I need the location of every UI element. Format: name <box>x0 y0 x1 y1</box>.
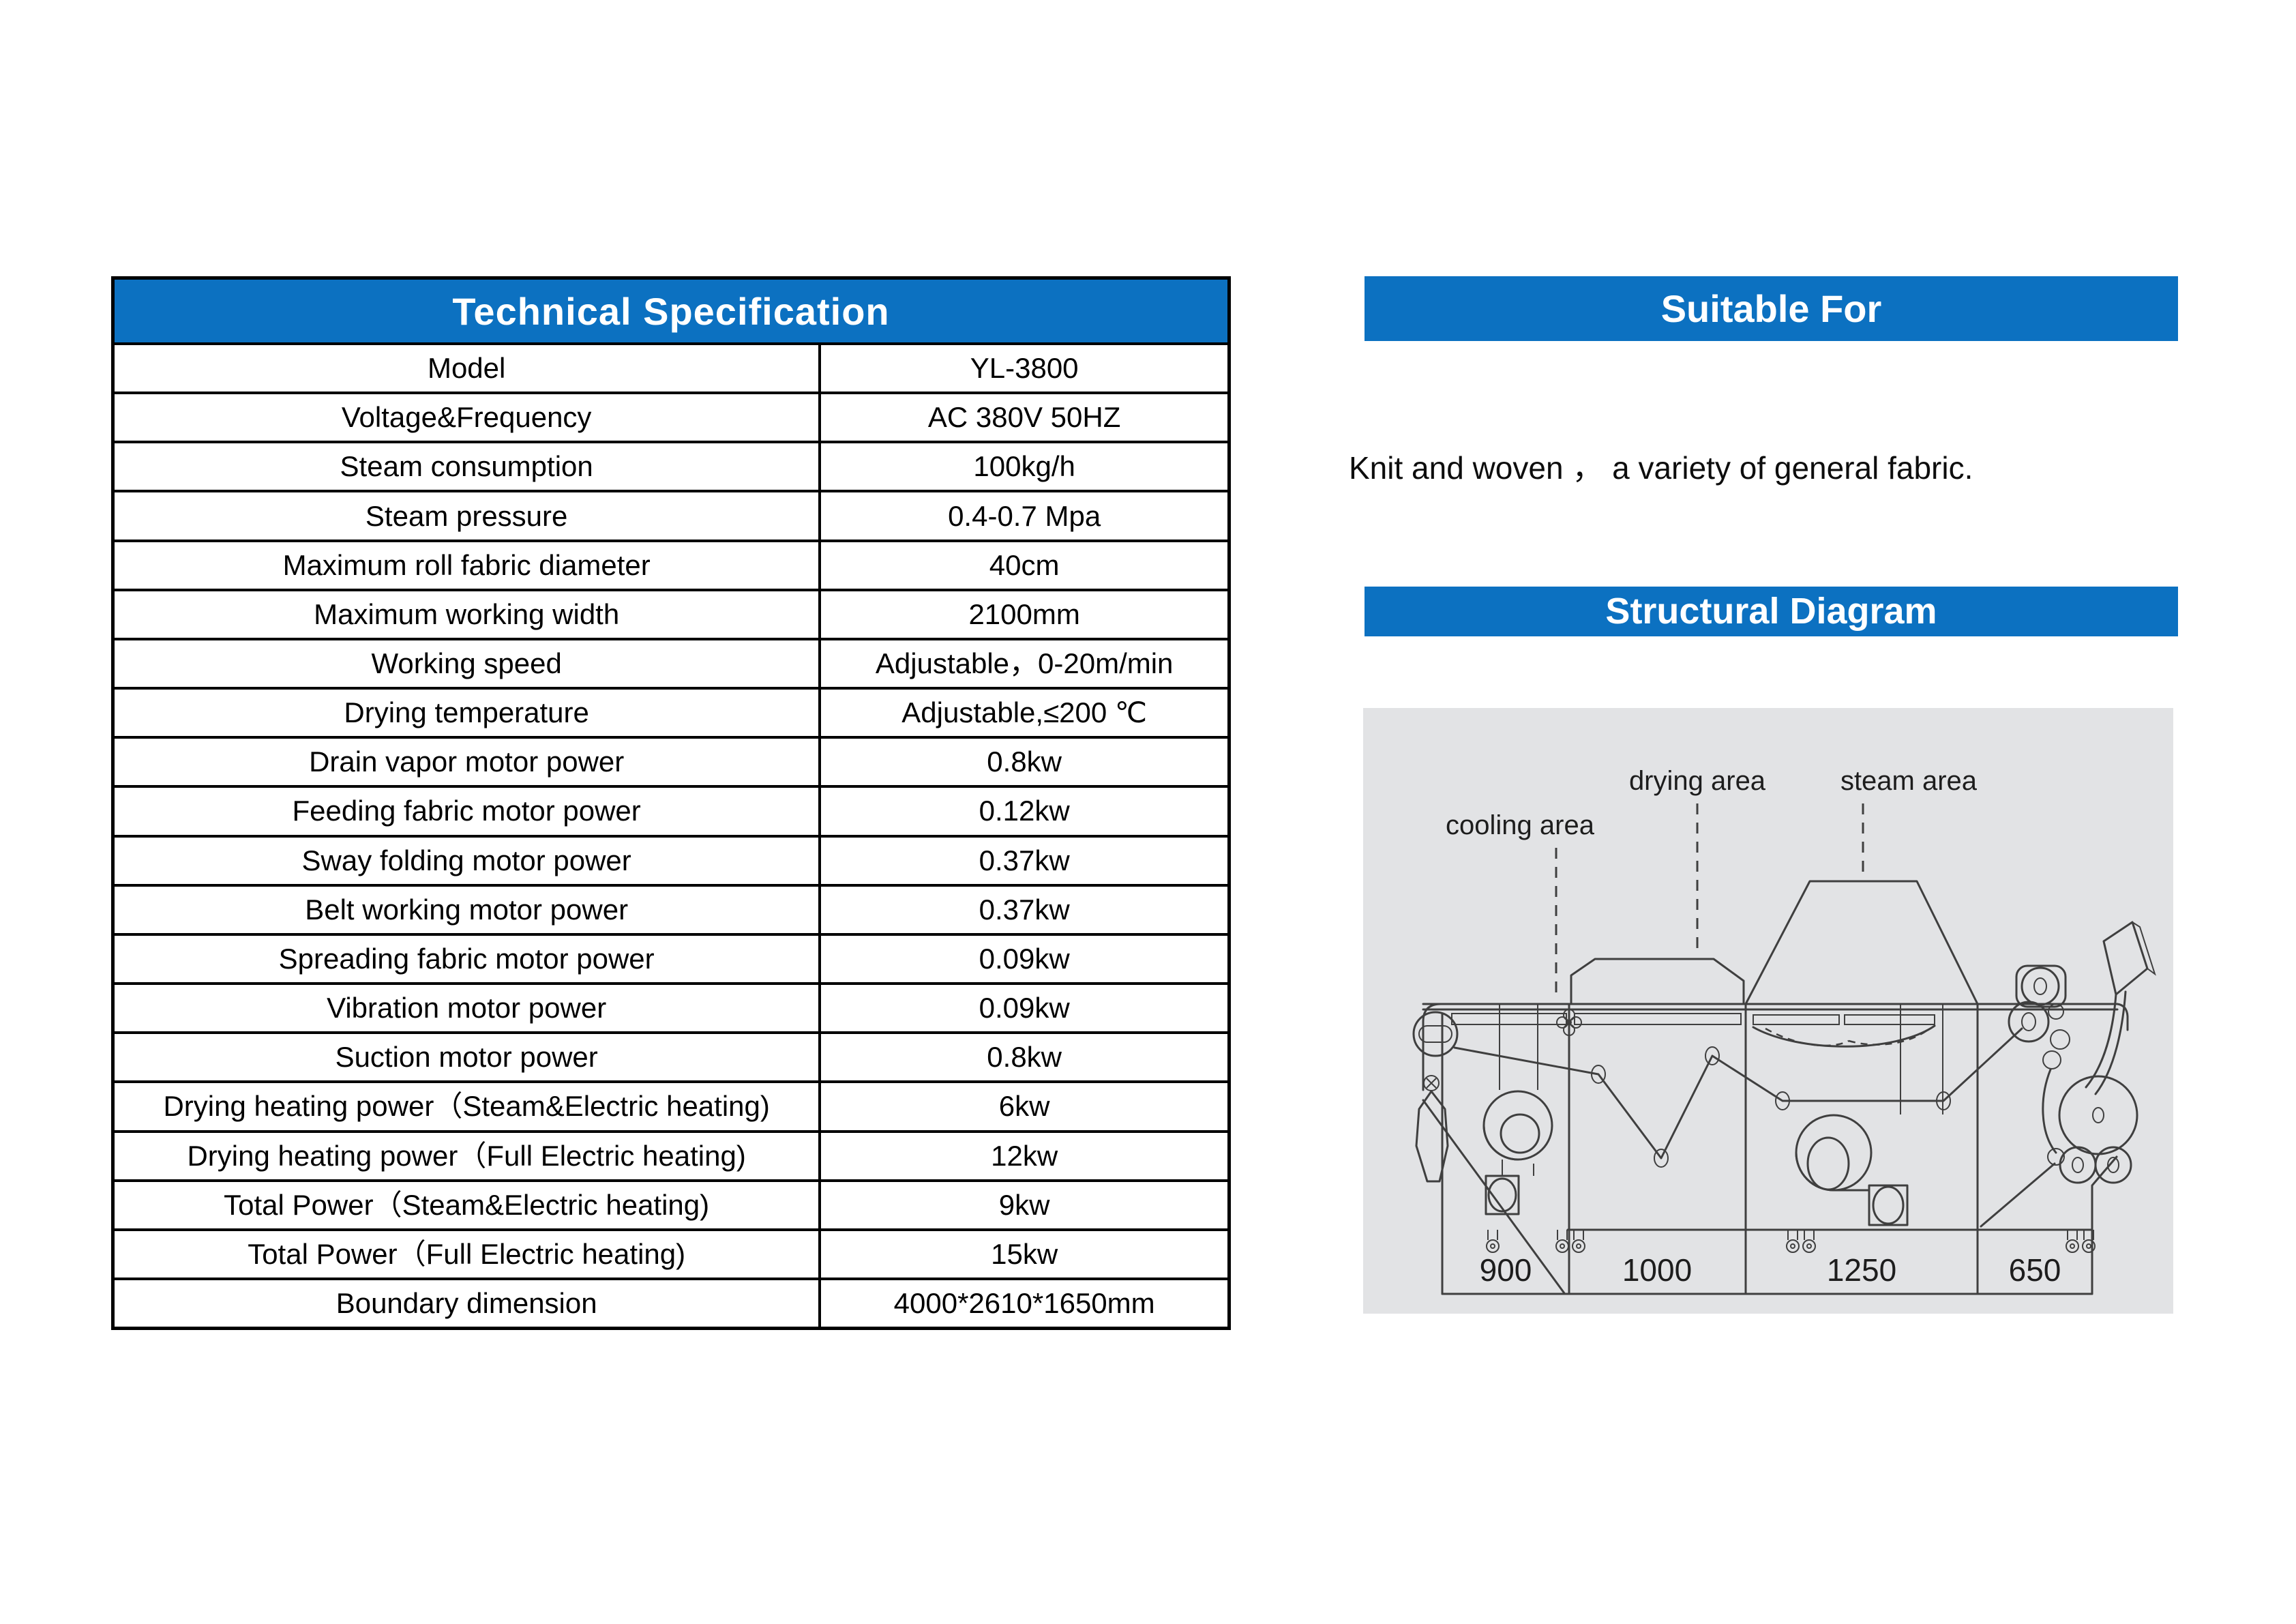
spec-label: Drying temperature <box>115 690 822 737</box>
spec-value: 0.4-0.7 Mpa <box>948 499 1101 532</box>
hopper-funnel <box>1415 1075 1449 1183</box>
steam-hood <box>1744 880 1979 1005</box>
suitable-for-text: Knit and woven ， a variety of general fa… <box>1349 450 1973 486</box>
dimension-label-1000: 1000 <box>1622 1252 1692 1288</box>
table-row: Drying heating power（Full Electric heati… <box>115 1130 1227 1179</box>
table-row: Boundary dimension 4000*2610*1650mm <box>115 1277 1227 1327</box>
table-row: Drying temperature Adjustable,≤200 ℃ <box>115 687 1227 737</box>
drying-hood <box>1570 958 1745 1005</box>
table-row: Working speed Adjustable，0-20m/min <box>115 637 1227 688</box>
table-row: Total Power（Steam&Electric heating) 9kw <box>115 1179 1227 1228</box>
spec-label: Drying heating power（Full Electric heati… <box>115 1132 822 1179</box>
control-panel-arm <box>2085 921 2156 1095</box>
structural-diagram-panel: cooling area drying area steam area <box>1363 708 2173 1314</box>
machine-diagram: cooling area drying area steam area <box>1412 766 2156 1295</box>
spec-value: 4000*2610*1650mm <box>893 1287 1155 1319</box>
table-row: Drying heating power（Steam&Electric heat… <box>115 1080 1227 1130</box>
spec-value: Adjustable,≤200 ℃ <box>901 696 1148 729</box>
steam-fabric-folds <box>1765 1027 1928 1047</box>
table-row: Maximum roll fabric diameter 40cm <box>115 539 1227 589</box>
spec-value: 2100mm <box>968 597 1080 630</box>
dimension-label-650: 650 <box>2009 1252 2061 1288</box>
fabric-belt-path <box>1453 1027 2023 1160</box>
spec-value: 0.09kw <box>979 992 1070 1024</box>
spec-label: Sway folding motor power <box>115 837 822 884</box>
spec-value: AC 380V 50HZ <box>927 401 1121 434</box>
spec-label: Maximum roll fabric diameter <box>115 542 822 589</box>
steam-area-label: steam area <box>1840 766 1978 796</box>
table-row: Model YL-3800 <box>115 342 1227 392</box>
steam-blower <box>1795 1004 1943 1226</box>
spec-label: Total Power（Full Electric heating) <box>115 1230 822 1278</box>
drying-area-label: drying area <box>1629 766 1766 796</box>
body-top-corner <box>2116 1003 2129 1031</box>
spec-label: Maximum working width <box>115 591 822 638</box>
spec-value: 40cm <box>989 548 1060 581</box>
body-left-edge <box>1422 1003 1442 1091</box>
spec-value: 15kw <box>991 1237 1058 1270</box>
technical-specification-table: Technical Specification Model YL-3800 Vo… <box>111 276 1231 1330</box>
table-row: Maximum working width 2100mm <box>115 588 1227 638</box>
spec-label: Belt working motor power <box>115 886 822 933</box>
spec-label: Boundary dimension <box>115 1280 822 1327</box>
spec-value: 0.37kw <box>979 844 1070 876</box>
table-row: Steam pressure 0.4-0.7 Mpa <box>115 490 1227 540</box>
spec-value: YL-3800 <box>970 352 1079 385</box>
spec-label: Vibration motor power <box>115 985 822 1032</box>
spec-table-title: Technical Specification <box>115 280 1227 342</box>
spec-value: 12kw <box>991 1139 1058 1172</box>
table-row: Voltage&Frequency AC 380V 50HZ <box>115 392 1227 441</box>
feed-roller <box>1412 1011 1459 1057</box>
table-row: Feeding fabric motor power 0.12kw <box>115 785 1227 835</box>
plaiting-drum <box>1980 1068 2138 1228</box>
table-row: Belt working motor power 0.37kw <box>115 883 1227 933</box>
spec-label: Voltage&Frequency <box>115 394 822 441</box>
spec-value: Adjustable，0-20m/min <box>875 647 1174 679</box>
structural-diagram-header: Structural Diagram <box>1365 587 2178 636</box>
table-row: Total Power（Full Electric heating) 15kw <box>115 1228 1227 1278</box>
section-dividers <box>1568 1003 1979 1231</box>
spec-value: 6kw <box>998 1090 1050 1123</box>
table-row: Vibration motor power 0.09kw <box>115 982 1227 1032</box>
suitable-for-header: Suitable For <box>1365 276 2178 341</box>
spec-label: Drying heating power（Steam&Electric heat… <box>115 1083 822 1130</box>
spec-value: 100kg/h <box>973 450 1075 483</box>
spec-label: Steam consumption <box>115 443 822 490</box>
exit-roller-stack <box>2008 964 2070 1069</box>
dimension-label-1250: 1250 <box>1827 1252 1896 1288</box>
machine-feet <box>1486 1230 2096 1253</box>
spec-label: Model <box>115 345 822 392</box>
table-row: Sway folding motor power 0.37kw <box>115 834 1227 884</box>
spec-value: 0.37kw <box>979 893 1070 926</box>
spec-label: Suction motor power <box>115 1034 822 1081</box>
spec-label: Working speed <box>115 640 822 688</box>
valve-flower <box>1556 1009 1582 1036</box>
spec-label: Total Power（Steam&Electric heating) <box>115 1181 822 1228</box>
belt-rollers <box>1591 1046 1951 1168</box>
spec-value: 0.8kw <box>987 1041 1062 1074</box>
spec-value: 0.12kw <box>979 795 1070 827</box>
table-row: Drain vapor motor power 0.8kw <box>115 736 1227 786</box>
cooling-area-label: cooling area <box>1446 810 1595 840</box>
dimension-frame-verticals <box>1441 1012 2093 1295</box>
spec-label: Drain vapor motor power <box>115 739 822 786</box>
table-row: Spreading fabric motor power 0.09kw <box>115 932 1227 983</box>
cooling-blower <box>1482 1004 1553 1215</box>
body-top-line <box>1422 1003 2119 1011</box>
table-row: Suction motor power 0.8kw <box>115 1031 1227 1081</box>
spec-label: Feeding fabric motor power <box>115 788 822 835</box>
steam-fabric-bowl <box>1752 1024 1936 1048</box>
conveyor-plates <box>1451 1013 1935 1025</box>
spec-value: 9kw <box>998 1188 1050 1221</box>
dimension-label-900: 900 <box>1480 1252 1532 1288</box>
spec-value: 0.8kw <box>987 745 1062 778</box>
spec-label: Spreading fabric motor power <box>115 935 822 983</box>
spec-value: 0.09kw <box>979 942 1070 975</box>
spec-label: Steam pressure <box>115 492 822 540</box>
table-row: Steam consumption 100kg/h <box>115 441 1227 490</box>
